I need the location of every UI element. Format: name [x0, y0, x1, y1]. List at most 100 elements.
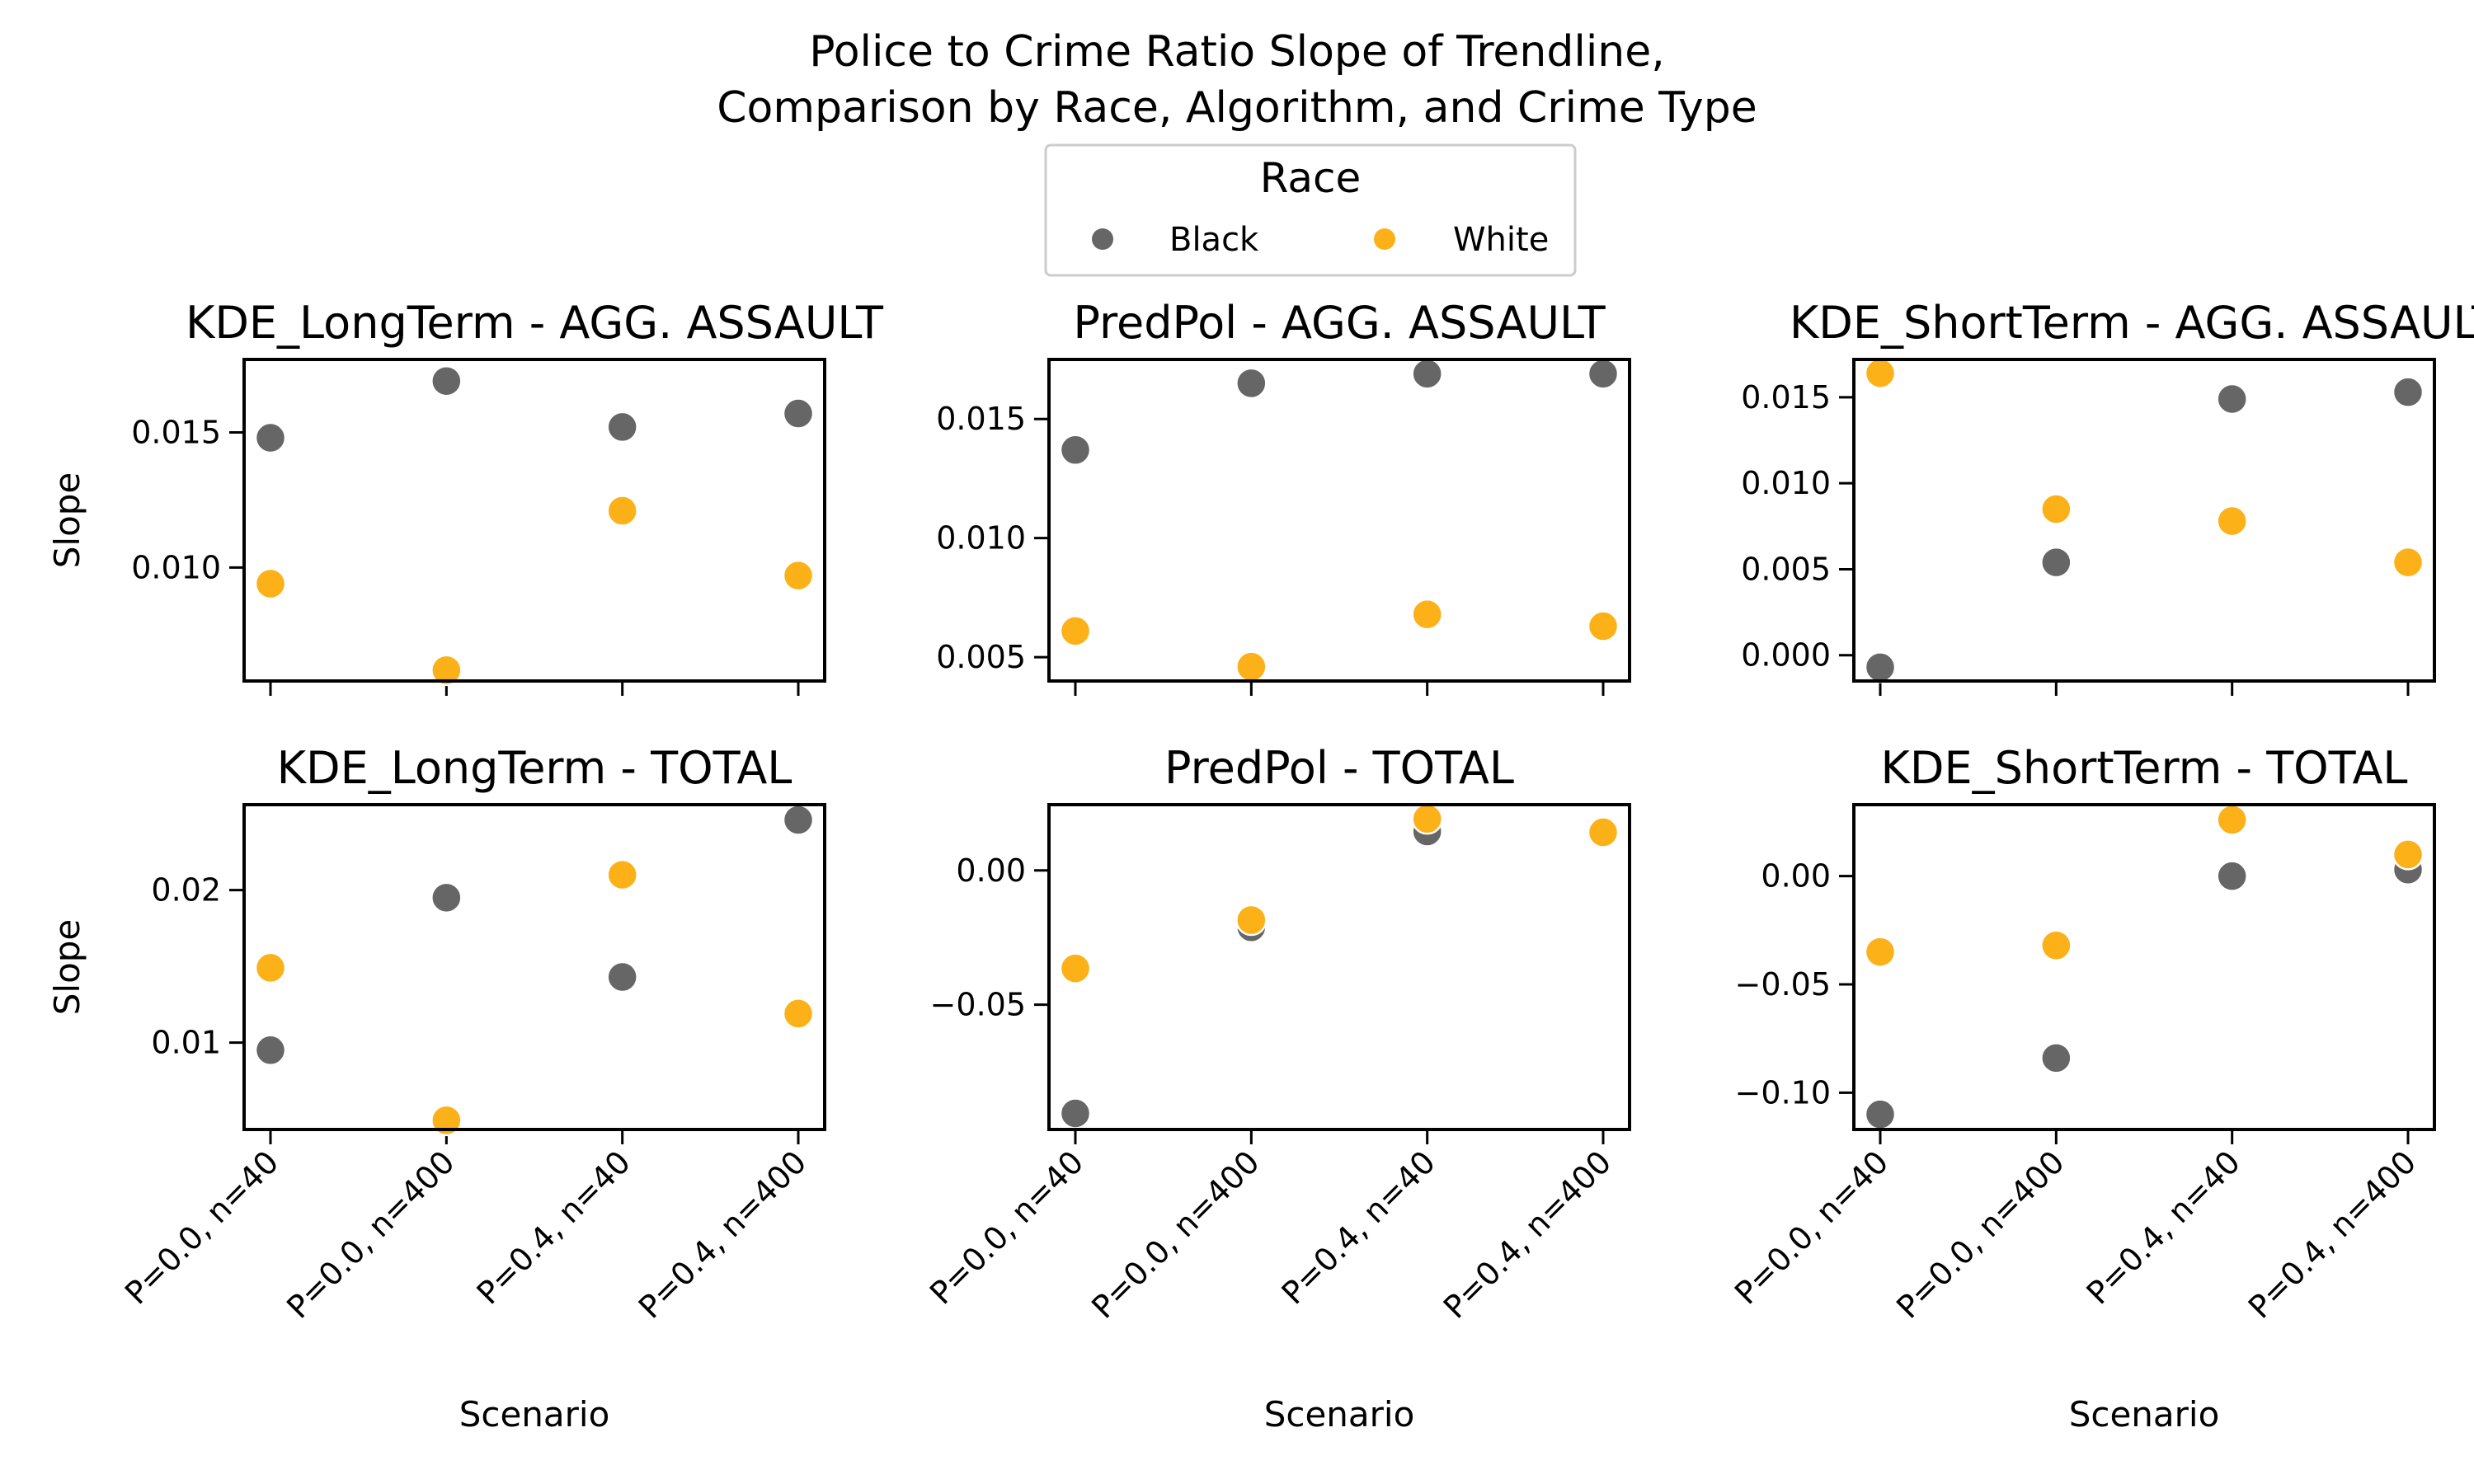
point-white-p-0-4-n-40: [606, 858, 638, 891]
subplot-title: PredPol - AGG. ASSAULT: [1073, 297, 1606, 349]
legend-box: [1044, 143, 1577, 277]
subplot-title: KDE_ShortTerm - AGG. ASSAULT: [1790, 297, 2474, 349]
y-tick-label: 0.010: [1741, 465, 1831, 501]
point-white-p-0-0-n-400: [1235, 650, 1268, 683]
y-tick-label: 0.000: [1741, 637, 1831, 674]
y-tick-label: 0.015: [131, 414, 221, 450]
y-tick-label: 0.00: [1761, 858, 1831, 895]
y-tick-label: −0.05: [1735, 966, 1831, 1003]
legend: Race Black White: [1044, 143, 1577, 277]
x-tick-label: P=0.0, n=40: [118, 1144, 285, 1311]
y-tick-label: 0.005: [936, 639, 1026, 675]
point-white-p-0-0-n-400: [2040, 493, 2072, 525]
x-tick-label: P=0.0, n=400: [1084, 1144, 1266, 1325]
point-black-p-0-4-n-400: [782, 804, 815, 836]
figure-title-line-2: Comparison by Race, Algorithm, and Crime…: [717, 83, 1757, 133]
point-black-p-0-0-n-400: [2040, 546, 2072, 579]
point-white-p-0-4-n-400: [1587, 610, 1620, 642]
point-white-p-0-4-n-400: [782, 998, 815, 1030]
point-black-p-0-4-n-400: [782, 397, 815, 430]
plot-area-frame: [1852, 358, 2436, 683]
subplot-title: KDE_ShortTerm - TOTAL: [1880, 742, 2407, 794]
x-tick-label: P=0.4, n=400: [632, 1144, 813, 1325]
subplot-1: KDE_LongTerm - AGG. ASSAULT 0.010 0.015 Slo…: [47, 297, 884, 696]
x-tick-label: P=0.4, n=400: [2241, 1144, 2423, 1325]
y-tick-label: 0.01: [151, 1025, 221, 1061]
point-white-p-0-4-n-40: [606, 495, 638, 527]
figure-title: Police to Crime Ratio Slope of Trendline…: [717, 27, 1757, 133]
subplot-2: PredPol - AGG. ASSAULT 0.005 0.010 0.015: [936, 297, 1631, 696]
x-axis-label: Scenario: [2069, 1394, 2220, 1435]
point-black-p-0-0-n-40: [1059, 434, 1092, 467]
point-black-p-0-4-n-400: [1587, 358, 1620, 390]
legend-marker-white: [1374, 228, 1395, 250]
y-tick-label: 0.005: [1741, 551, 1831, 587]
point-white-p-0-4-n-40: [1411, 803, 1443, 835]
point-black-p-0-0-n-400: [1235, 367, 1268, 400]
legend-label-black: Black: [1169, 221, 1259, 259]
y-tick-label: 0.00: [956, 852, 1026, 889]
x-tick-label: P=0.4, n=40: [470, 1144, 637, 1311]
y-tick-label: 0.010: [936, 520, 1026, 556]
legend-marker-black: [1092, 228, 1113, 250]
y-tick-label: 0.02: [151, 872, 221, 909]
point-black-p-0-0-n-400: [2040, 1042, 2072, 1074]
subplot-6: KDE_ShortTerm - TOTAL −0.10 −0.05 0.00 P=0.0…: [1728, 742, 2436, 1435]
point-black-p-0-4-n-40: [2216, 383, 2248, 416]
plot-area-frame: [242, 358, 826, 683]
point-black-p-0-4-n-40: [1411, 358, 1443, 390]
point-white-p-0-0-n-40: [1864, 936, 1897, 968]
point-black-p-0-0-n-40: [1864, 1098, 1897, 1130]
x-tick-label: P=0.0, n=40: [923, 1144, 1090, 1311]
plot-area-frame: [1852, 803, 2436, 1131]
x-tick-label: P=0.4, n=400: [1437, 1144, 1618, 1325]
legend-title: Race: [1260, 154, 1362, 202]
y-tick-label: 0.015: [1741, 379, 1831, 416]
point-black-p-0-0-n-400: [430, 364, 463, 397]
point-black-p-0-4-n-40: [606, 411, 638, 444]
point-white-p-0-0-n-40: [1059, 615, 1092, 647]
point-black-p-0-4-n-40: [606, 960, 638, 993]
subplot-title: KDE_LongTerm - AGG. ASSAULT: [186, 297, 884, 349]
point-black-p-0-0-n-40: [1864, 651, 1897, 683]
plot-area-frame: [1047, 803, 1631, 1131]
y-tick-label: 0.010: [131, 549, 221, 585]
point-white-p-0-4-n-400: [2392, 546, 2425, 579]
point-white-p-0-0-n-40: [254, 567, 287, 600]
point-black-p-0-0-n-40: [254, 1034, 287, 1067]
point-black-p-0-4-n-400: [2392, 376, 2425, 408]
subplot-title: KDE_LongTerm - TOTAL: [277, 742, 793, 794]
point-white-p-0-4-n-40: [2216, 505, 2248, 538]
point-black-p-0-0-n-40: [1059, 1097, 1092, 1129]
subplot-3: KDE_ShortTerm - AGG. ASSAULT 0.000 0.005 0.…: [1741, 297, 2474, 696]
subplot-5: PredPol - TOTAL −0.05 0.00 P=0.0, n=40P=0.0…: [923, 742, 1631, 1435]
x-tick-label: P=0.0, n=400: [280, 1144, 461, 1325]
point-white-p-0-0-n-400: [2040, 929, 2072, 961]
figure-title-line-1: Police to Crime Ratio Slope of Trendline…: [809, 27, 1665, 77]
x-tick-label: P=0.0, n=400: [1889, 1144, 2071, 1325]
point-white-p-0-4-n-400: [782, 559, 815, 592]
legend-label-white: White: [1453, 221, 1549, 259]
point-white-p-0-4-n-400: [1587, 816, 1620, 848]
y-axis-label: Slope: [47, 919, 87, 1016]
point-white-p-0-0-n-400: [430, 1104, 463, 1137]
x-axis-label: Scenario: [1264, 1394, 1415, 1435]
y-tick-label: −0.05: [930, 987, 1026, 1023]
point-white-p-0-4-n-40: [2216, 804, 2248, 836]
y-axis-label: Slope: [47, 472, 87, 569]
point-white-p-0-0-n-400: [1235, 904, 1268, 937]
plot-area-frame: [1047, 358, 1631, 683]
point-white-p-0-4-n-400: [2392, 838, 2425, 871]
y-tick-label: −0.10: [1735, 1074, 1831, 1111]
x-tick-label: P=0.4, n=40: [1275, 1144, 1442, 1311]
plot-area-frame: [242, 803, 826, 1131]
y-tick-label: 0.015: [936, 401, 1026, 437]
point-black-p-0-4-n-40: [2216, 860, 2248, 892]
point-white-p-0-0-n-40: [1059, 952, 1092, 984]
point-white-p-0-0-n-40: [1864, 357, 1897, 389]
subplot-grid: KDE_LongTerm - AGG. ASSAULT 0.010 0.015 Slo…: [47, 297, 2474, 1435]
point-black-p-0-0-n-400: [430, 881, 463, 914]
x-tick-label: P=0.4, n=40: [2080, 1144, 2247, 1311]
point-white-p-0-0-n-400: [430, 654, 463, 687]
